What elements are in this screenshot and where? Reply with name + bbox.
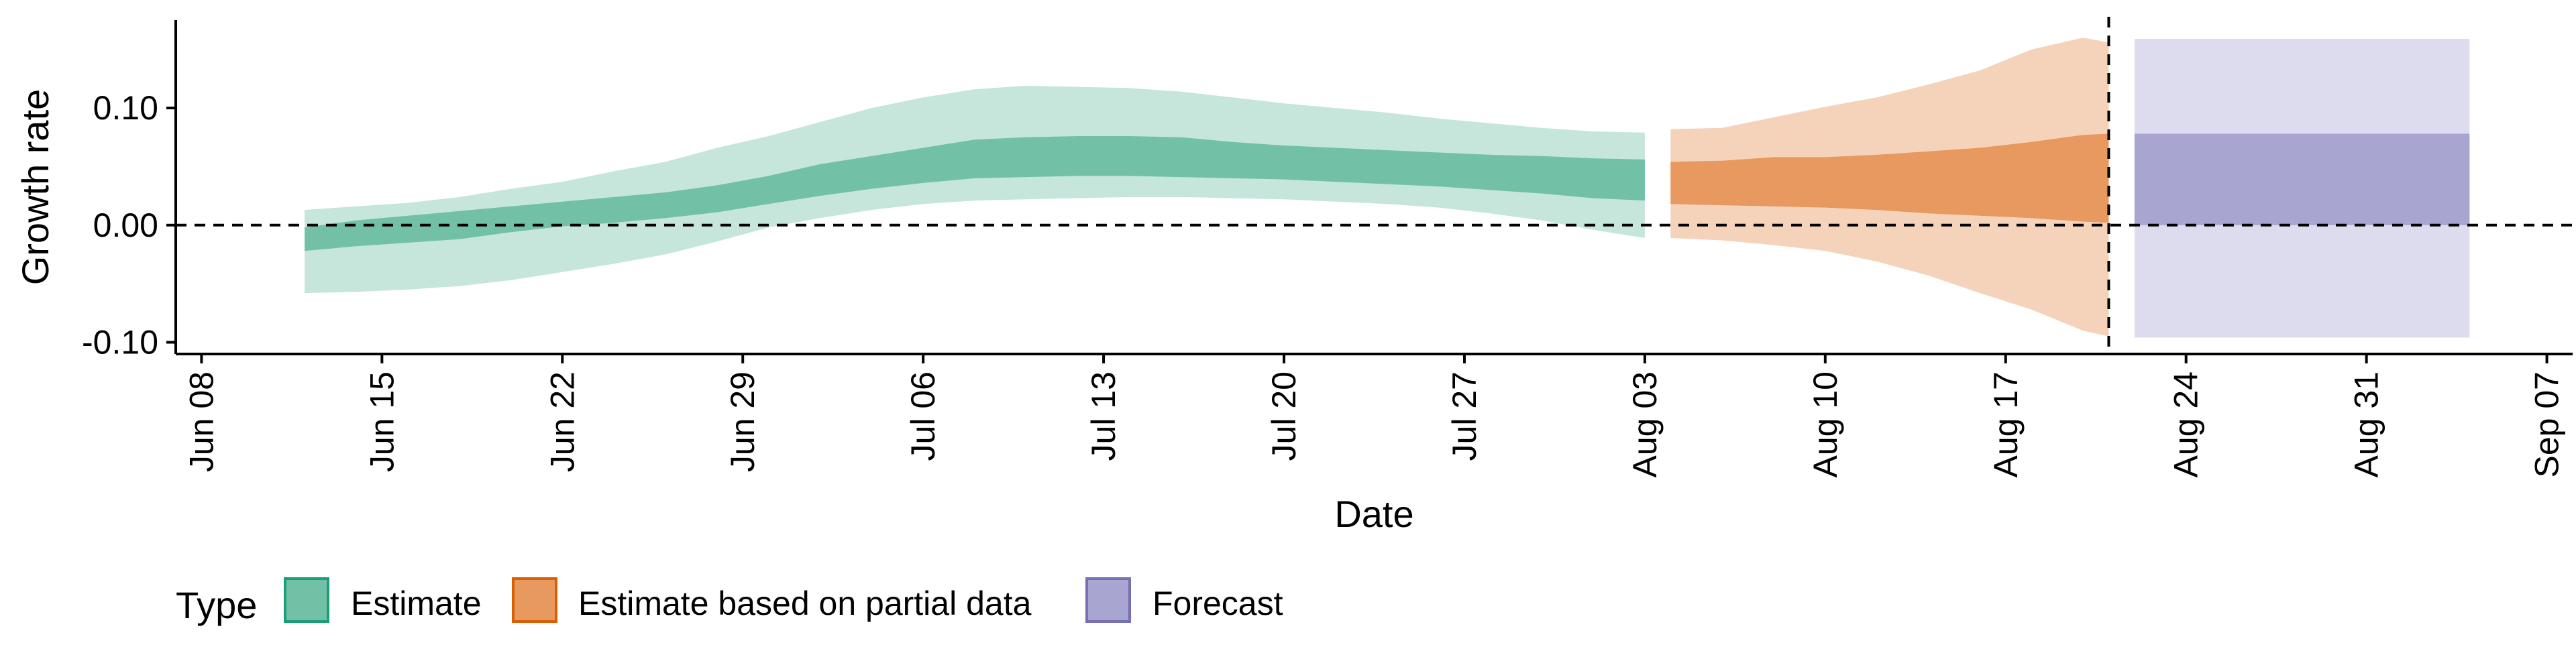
x-ticks-layer: Jun 08 Jun 15 Jun 22 Jun 29 Jul 06 Jul 13 Jul … <box>182 354 2566 477</box>
x-tick-label: Jun 15 <box>363 371 400 472</box>
y-tick-label: 0.10 <box>93 89 158 127</box>
x-tick-label: Aug 31 <box>2348 371 2385 477</box>
y-tick-label: 0.00 <box>93 207 158 244</box>
x-tick-label: Aug 17 <box>1987 371 2025 477</box>
x-tick-label: Jul 20 <box>1265 371 1303 461</box>
estimate-outer-band <box>305 85 1645 294</box>
x-tick-label: Jun 29 <box>724 371 761 472</box>
x-tick-label: Aug 03 <box>1626 371 1664 477</box>
reference-lines-layer <box>176 17 2573 354</box>
axes-layer <box>174 20 2573 355</box>
x-tick-label: Aug 24 <box>2167 371 2205 477</box>
x-tick-label: Sep 07 <box>2528 371 2566 477</box>
estimate-based-on-partial-data-legend-label: Estimate based on partial data <box>578 585 1032 622</box>
y-ticks-layer: -0.10 0.00 0.10 <box>82 89 176 361</box>
y-tick-label: -0.10 <box>82 324 158 361</box>
forecast-inner-band <box>2134 133 2470 225</box>
x-axis-title: Date <box>1334 493 1413 535</box>
estimate-legend-label: Estimate <box>351 585 482 622</box>
legend-title: Type <box>176 584 257 626</box>
x-tick-label: Aug 10 <box>1807 371 1844 477</box>
y-axis-title: Growth rate <box>14 89 56 286</box>
forecast-legend-swatch <box>1085 577 1131 623</box>
estimate-based-on-partial-data-inner-band <box>1670 133 2109 223</box>
legend: Type Estimate Estimate based on partial d… <box>176 577 1283 626</box>
estimate-legend-swatch <box>284 577 329 623</box>
x-tick-label: Jul 13 <box>1085 371 1122 461</box>
forecast-legend-label: Forecast <box>1152 585 1283 622</box>
x-tick-label: Jun 22 <box>543 371 581 472</box>
x-tick-label: Jul 27 <box>1446 371 1483 461</box>
x-tick-label: Jul 06 <box>904 371 942 461</box>
estimate-based-on-partial-data-legend-swatch <box>512 577 557 623</box>
legend-entries: Estimate Estimate based on partial data Fo… <box>284 577 1283 623</box>
estimate-inner-band <box>305 136 1645 251</box>
x-tick-label: Jun 08 <box>182 371 220 472</box>
ribbons-layer <box>305 38 2470 338</box>
